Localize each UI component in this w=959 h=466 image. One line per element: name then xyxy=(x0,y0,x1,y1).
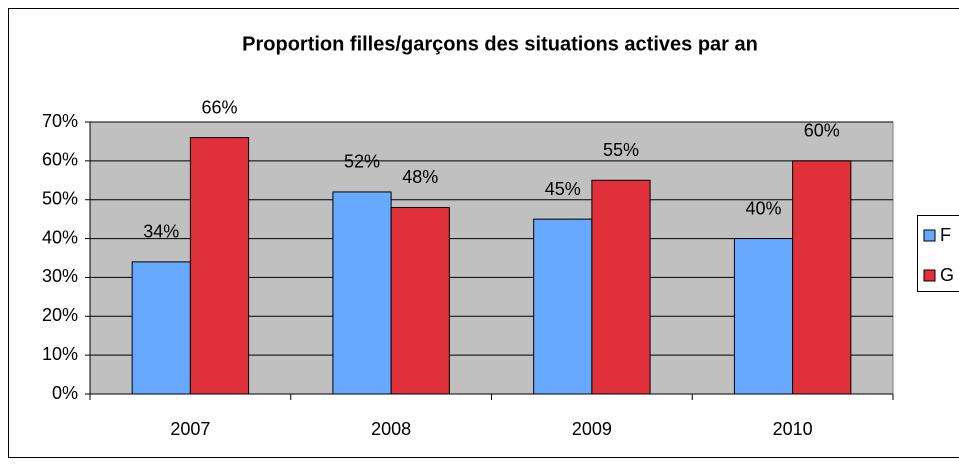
bar xyxy=(189,137,250,395)
y-tick-label: 0% xyxy=(52,383,78,403)
bar xyxy=(733,238,794,395)
legend-swatch xyxy=(923,229,936,242)
legend-label: F xyxy=(940,225,951,245)
data-label: 48% xyxy=(402,167,438,187)
bar xyxy=(591,179,651,395)
x-tick-label: 2008 xyxy=(371,419,411,439)
legend-label: G xyxy=(940,265,954,285)
data-label: 66% xyxy=(201,97,237,117)
y-tick-label: 10% xyxy=(42,344,78,364)
y-tick-label: 60% xyxy=(42,150,78,170)
data-label: 55% xyxy=(603,140,639,160)
x-tick-label: 2009 xyxy=(572,419,612,439)
y-tick-label: 30% xyxy=(42,266,78,286)
x-tick-label: 2007 xyxy=(170,419,210,439)
legend-swatch xyxy=(923,269,936,282)
data-label: 45% xyxy=(545,179,581,199)
y-tick-label: 20% xyxy=(42,305,78,325)
bar xyxy=(390,206,450,395)
chart-title: Proportion filles/garçons des situations… xyxy=(242,33,758,55)
data-label: 52% xyxy=(344,152,380,172)
bar xyxy=(131,261,191,395)
data-label: 34% xyxy=(143,222,179,242)
y-tick-label: 70% xyxy=(42,111,78,131)
data-label: 60% xyxy=(804,121,840,141)
y-tick-label: 40% xyxy=(42,227,78,247)
data-label: 40% xyxy=(746,198,782,218)
y-tick-label: 50% xyxy=(42,188,78,208)
x-tick-label: 2010 xyxy=(773,419,813,439)
bar xyxy=(792,160,852,395)
bar xyxy=(332,191,392,395)
bar xyxy=(533,218,593,395)
